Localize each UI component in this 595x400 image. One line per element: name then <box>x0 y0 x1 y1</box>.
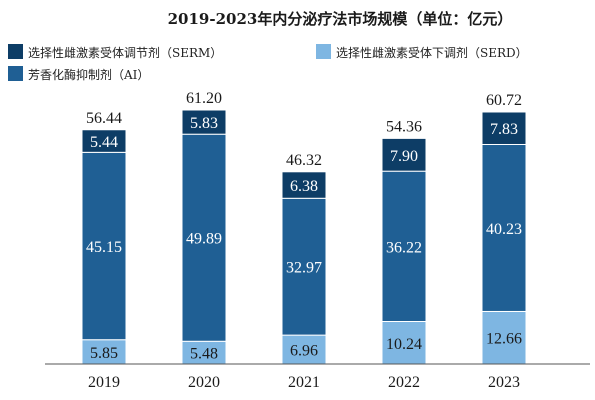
data-label-ai-2021: 32.97 <box>286 260 322 277</box>
bar-segment-serm-2020 <box>181 109 227 135</box>
x-tick-label-2019: 2019 <box>88 374 120 391</box>
data-label-serd-2023: 12.66 <box>486 331 522 348</box>
data-label-serm-2023: 7.83 <box>490 121 518 138</box>
legend-item-ai: 芳香化酶抑制剂（AI） <box>8 66 149 82</box>
x-tick-label-2023: 2023 <box>488 374 520 391</box>
data-label-serd-2022: 10.24 <box>386 336 422 353</box>
bar-segment-ai-2020 <box>181 133 227 342</box>
bar-segment-serd-2021 <box>281 334 327 365</box>
data-label-serm-2022: 7.90 <box>390 148 418 165</box>
bar-segment-serm-2021 <box>281 171 327 199</box>
chart-title: 2019-2023年内分泌疗法市场规模（单位：亿元） <box>168 10 513 28</box>
data-label-serm-2019: 5.44 <box>90 134 118 151</box>
total-label-2021: 46.32 <box>286 152 322 169</box>
total-label-2020: 61.20 <box>186 90 222 107</box>
x-tick-label-2022: 2022 <box>388 374 420 391</box>
bar-segment-serm-2022 <box>381 137 427 172</box>
legend-swatch-serd <box>316 44 331 59</box>
data-labels-layer: 5.85 45.15 5.44 56.44 5.48 49.89 5.83 61.20 6.96… <box>86 90 522 363</box>
bars-layer <box>81 109 527 365</box>
bar-segment-serm-2019 <box>81 129 127 153</box>
total-label-2019: 56.44 <box>86 110 122 127</box>
data-label-serd-2020: 5.48 <box>190 346 218 363</box>
bar-segment-ai-2021 <box>281 197 327 336</box>
bar-segment-serd-2023 <box>481 310 527 365</box>
legend-swatch-serm <box>8 44 23 59</box>
bar-segment-serd-2019 <box>81 339 127 365</box>
data-label-serd-2019: 5.85 <box>90 345 118 362</box>
legend-label-serd: 选择性雌激素受体下调剂（SERD） <box>336 45 528 60</box>
legend-swatch-ai <box>8 66 23 81</box>
data-label-ai-2023: 40.23 <box>486 221 522 238</box>
legend-item-serm: 选择性雌激素受体调节剂（SERM） <box>8 44 222 60</box>
legend: 选择性雌激素受体调节剂（SERM） 选择性雌激素受体下调剂（SERD） 芳香化酶… <box>8 44 528 82</box>
data-label-ai-2022: 36.22 <box>386 239 422 256</box>
legend-label-ai: 芳香化酶抑制剂（AI） <box>28 67 149 82</box>
bar-segment-ai-2022 <box>381 170 427 323</box>
data-label-serm-2020: 5.83 <box>190 115 218 132</box>
x-axis-ticks: 2019 2020 2021 2022 2023 <box>88 374 520 391</box>
legend-label-serm: 选择性雌激素受体调节剂（SERM） <box>28 45 222 60</box>
data-label-serd-2021: 6.96 <box>290 343 318 360</box>
bar-segment-ai-2023 <box>481 143 527 312</box>
total-label-2023: 60.72 <box>486 92 522 109</box>
data-label-ai-2019: 45.15 <box>86 239 122 256</box>
data-label-serm-2021: 6.38 <box>290 178 318 195</box>
x-tick-label-2021: 2021 <box>288 374 320 391</box>
legend-item-serd: 选择性雌激素受体下调剂（SERD） <box>316 44 528 60</box>
bar-segment-serm-2023 <box>481 111 527 145</box>
total-label-2022: 54.36 <box>386 118 422 135</box>
data-label-ai-2020: 49.89 <box>186 231 222 248</box>
x-tick-label-2020: 2020 <box>188 374 220 391</box>
bar-segment-serd-2022 <box>381 321 427 365</box>
bar-segment-ai-2019 <box>81 151 127 341</box>
